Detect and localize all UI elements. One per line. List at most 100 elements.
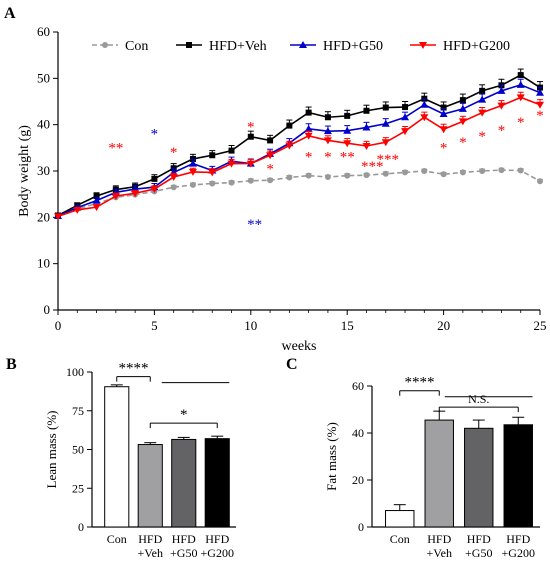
data-point xyxy=(131,190,140,198)
panel-label-a: A xyxy=(4,5,16,22)
category-label: +Veh xyxy=(427,546,452,560)
data-point xyxy=(305,109,312,116)
significance-mark: * xyxy=(478,129,486,145)
y-tick-label: 100 xyxy=(66,365,84,379)
data-point xyxy=(421,168,428,174)
data-point xyxy=(459,97,466,104)
significance-mark: * xyxy=(266,161,274,177)
x-tick-label: 10 xyxy=(244,318,257,333)
data-point xyxy=(323,127,332,135)
y-tick-label: 20 xyxy=(37,209,50,224)
data-point xyxy=(362,142,371,150)
data-point xyxy=(324,114,331,121)
y-tick-label: 10 xyxy=(37,256,50,271)
y-tick-label: 25 xyxy=(72,481,84,495)
x-tick-label: 15 xyxy=(341,318,354,333)
significance-label: * xyxy=(180,407,188,423)
significance-mark: * xyxy=(440,140,448,156)
significance-mark: * xyxy=(536,108,544,124)
data-point xyxy=(459,169,466,176)
category-label: HFD xyxy=(205,532,229,546)
data-point xyxy=(439,110,448,118)
data-point xyxy=(151,175,158,182)
legend-marker xyxy=(186,42,192,48)
data-point xyxy=(286,174,293,181)
category-label: +G200 xyxy=(201,546,234,560)
data-point xyxy=(498,167,505,174)
series-con xyxy=(55,167,543,220)
data-point xyxy=(517,167,524,174)
data-point xyxy=(170,184,177,191)
data-point xyxy=(381,119,390,127)
data-point xyxy=(246,160,255,168)
panel-a-line-chart: 0 10 20 30 40 50 60 0 5 10 15 20 25 weeks Body weight … xyxy=(17,24,547,354)
category-label: +G50 xyxy=(170,546,197,560)
data-point xyxy=(54,213,62,221)
x-tick-label: 25 xyxy=(534,318,547,333)
legend-marker xyxy=(102,42,108,48)
bar xyxy=(204,438,230,528)
y-tick-label: 0 xyxy=(44,302,51,317)
data-point xyxy=(517,72,524,79)
bar xyxy=(104,386,130,528)
data-point xyxy=(169,174,178,182)
data-point xyxy=(324,174,331,181)
data-point xyxy=(73,206,82,214)
data-point xyxy=(267,177,274,184)
data-point xyxy=(402,104,409,111)
series-line xyxy=(57,96,541,218)
data-point xyxy=(343,126,352,134)
data-point xyxy=(267,137,274,144)
y-tick-label: 0 xyxy=(358,520,364,534)
bar xyxy=(503,424,533,528)
legend-marker xyxy=(299,41,307,48)
data-point xyxy=(516,94,525,102)
category-label: Con xyxy=(390,532,410,546)
data-point xyxy=(497,102,506,110)
significance-mark: * xyxy=(170,145,178,161)
significance-mark: * xyxy=(459,135,467,151)
data-point xyxy=(362,123,371,131)
bar xyxy=(464,427,494,528)
x-tick-label: 5 xyxy=(151,318,158,333)
data-point xyxy=(305,172,312,179)
category-label: Con xyxy=(107,532,127,546)
data-point xyxy=(497,86,506,94)
data-point xyxy=(323,137,332,145)
data-point xyxy=(401,128,410,136)
x-tick-label: 20 xyxy=(437,318,450,333)
series-hfd-g200 xyxy=(54,91,544,221)
legend-label: HFD+Veh xyxy=(209,39,267,54)
data-point xyxy=(516,80,525,88)
data-point xyxy=(286,122,293,129)
y-axis-label: Lean mass (%) xyxy=(44,411,59,489)
data-point xyxy=(266,152,275,160)
data-point xyxy=(401,113,410,121)
significance-label: N.S. xyxy=(468,392,489,406)
data-point xyxy=(536,101,544,109)
bar xyxy=(171,438,197,528)
category-label: +G200 xyxy=(502,546,535,560)
significance-label: **** xyxy=(405,375,435,391)
data-point xyxy=(402,169,409,176)
significance-mark: *** xyxy=(376,152,399,168)
panel-label-c: C xyxy=(286,356,298,373)
data-point xyxy=(478,95,487,103)
data-point xyxy=(440,104,447,111)
data-point xyxy=(458,104,467,112)
y-tick-label: 40 xyxy=(352,426,364,440)
y-tick-label: 50 xyxy=(72,443,84,457)
legend-marker xyxy=(419,42,427,49)
data-point xyxy=(344,172,351,179)
data-point xyxy=(479,168,486,174)
data-point xyxy=(304,132,313,140)
significance-mark: * xyxy=(305,150,313,166)
data-point xyxy=(285,142,294,150)
y-tick-label: 60 xyxy=(37,24,50,39)
significance-mark: * xyxy=(247,120,255,136)
data-point xyxy=(111,193,120,201)
data-point xyxy=(209,152,216,159)
